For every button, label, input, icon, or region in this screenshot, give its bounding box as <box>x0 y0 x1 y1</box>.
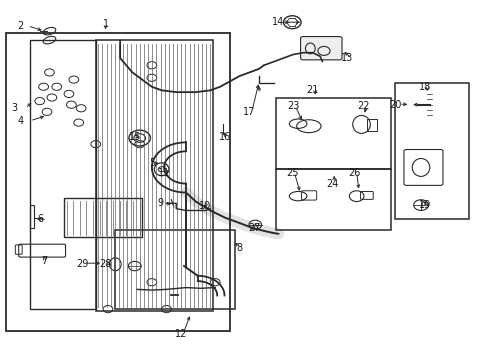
Bar <box>394 83 468 220</box>
Text: 11: 11 <box>158 168 170 178</box>
Text: 4: 4 <box>17 116 23 126</box>
Bar <box>30 205 34 228</box>
Bar <box>5 33 229 330</box>
Text: 29: 29 <box>76 259 89 269</box>
Bar <box>64 198 142 237</box>
Text: 5: 5 <box>148 158 155 168</box>
Text: 28: 28 <box>99 259 111 269</box>
Text: 8: 8 <box>236 243 242 253</box>
Text: 9: 9 <box>157 198 163 208</box>
Text: 26: 26 <box>348 168 360 178</box>
Text: 18: 18 <box>418 82 430 92</box>
Bar <box>115 230 234 309</box>
Text: 7: 7 <box>41 256 48 266</box>
Text: 27: 27 <box>247 224 260 233</box>
Text: 19: 19 <box>418 200 430 210</box>
Text: 25: 25 <box>285 168 298 178</box>
Bar <box>366 119 376 131</box>
Text: 23: 23 <box>286 102 299 112</box>
Text: 24: 24 <box>325 179 338 189</box>
Text: 6: 6 <box>38 215 43 224</box>
Text: 1: 1 <box>102 19 108 29</box>
Bar <box>96 40 212 311</box>
Text: 22: 22 <box>357 102 369 112</box>
Text: 14: 14 <box>271 17 283 27</box>
Text: 13: 13 <box>340 53 352 63</box>
Text: 16: 16 <box>219 132 231 142</box>
Bar <box>276 98 390 169</box>
Text: 21: 21 <box>306 85 318 95</box>
Text: 20: 20 <box>388 100 401 110</box>
Bar <box>30 40 96 309</box>
Text: 12: 12 <box>175 329 187 339</box>
Text: 15: 15 <box>128 132 141 142</box>
Text: 2: 2 <box>17 21 23 31</box>
Text: 10: 10 <box>199 201 211 211</box>
Text: 3: 3 <box>11 103 18 113</box>
Bar <box>276 169 390 230</box>
FancyBboxPatch shape <box>300 37 341 60</box>
Text: 17: 17 <box>243 107 255 117</box>
